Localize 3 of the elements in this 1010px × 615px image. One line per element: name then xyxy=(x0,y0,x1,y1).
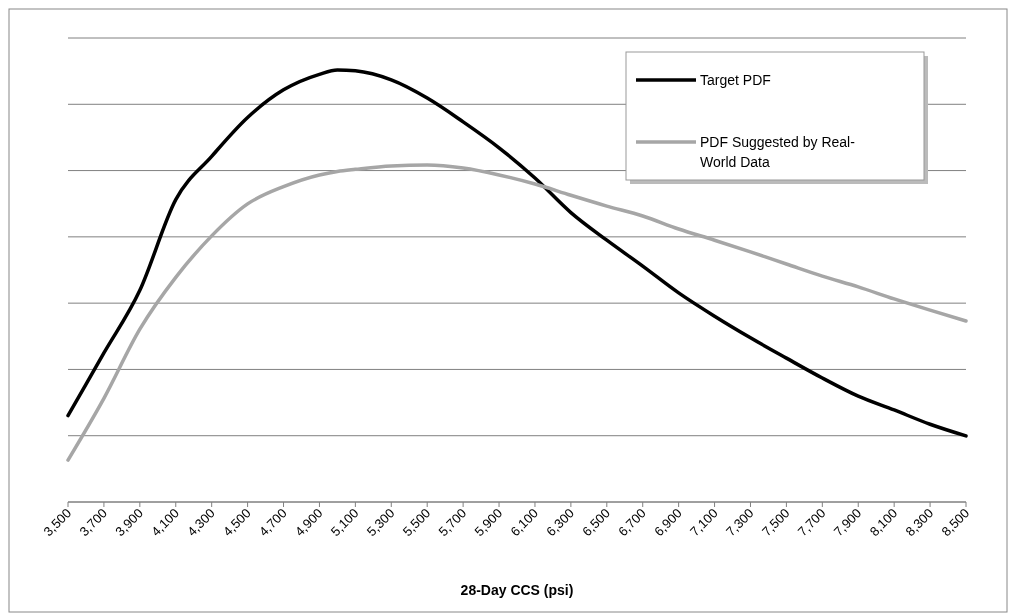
legend-label: Target PDF xyxy=(700,72,771,88)
x-axis-title: 28-Day CCS (psi) xyxy=(460,582,574,598)
legend-label: PDF Suggested by Real-World Data xyxy=(700,134,856,170)
